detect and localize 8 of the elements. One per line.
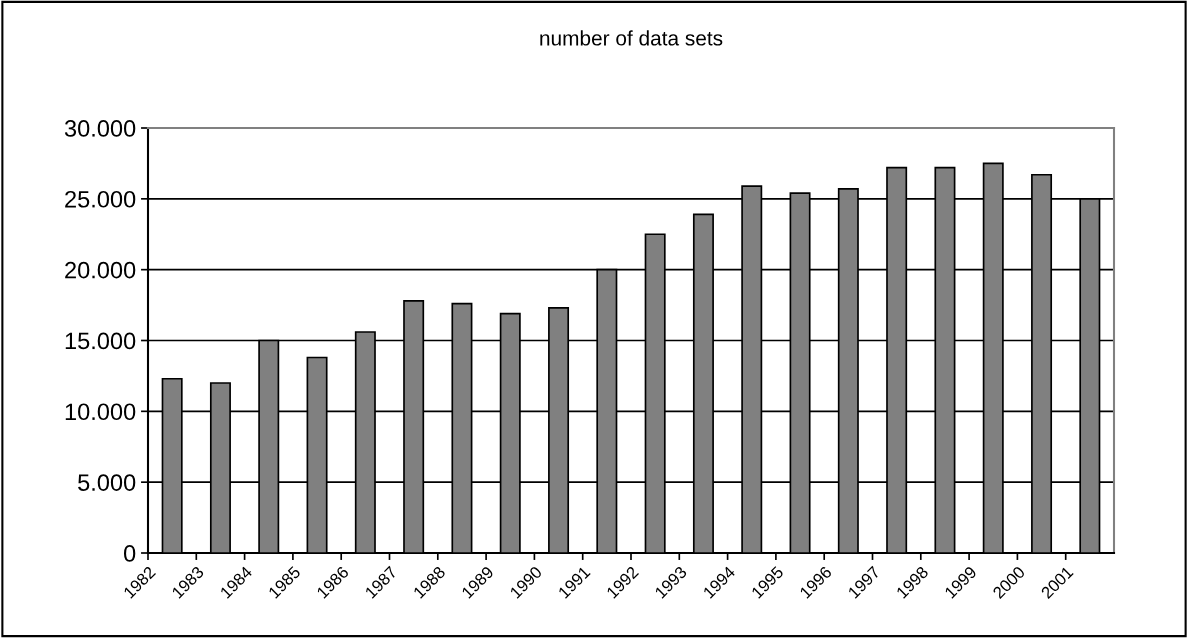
- chart-title: number of data sets: [540, 30, 723, 46]
- y-tick-label: 5.000: [78, 474, 136, 491]
- y-tick-label: 20.000: [65, 261, 136, 279]
- y-tick-label: 30.000: [64, 120, 136, 137]
- y-tick-label: 25.000: [65, 190, 136, 208]
- y-tick-label: 0: [123, 545, 136, 562]
- y-tick-label: 10.000: [65, 403, 136, 421]
- y-tick-label: 15.000: [65, 332, 136, 350]
